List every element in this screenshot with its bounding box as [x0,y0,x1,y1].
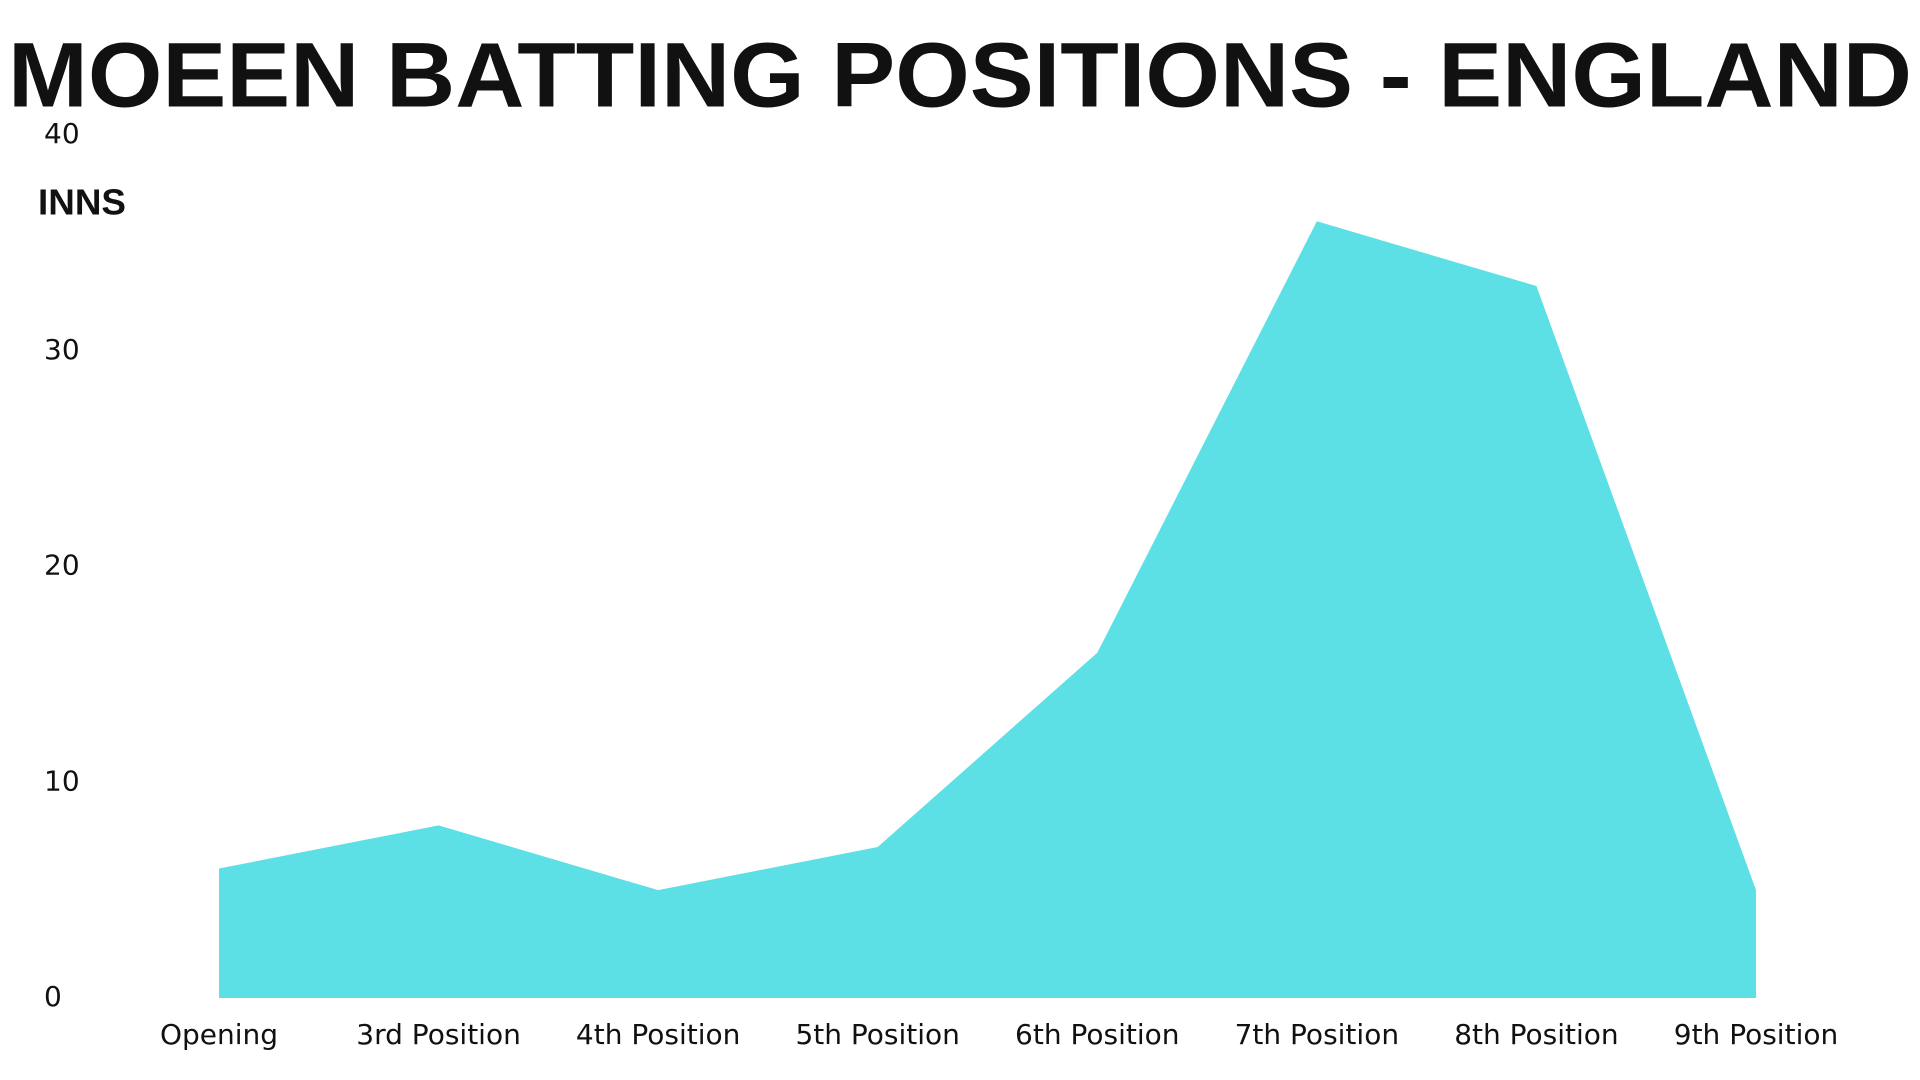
chart-title: MOEEN BATTING POSITIONS - ENGLAND [8,24,1912,126]
x-tick-label: Opening [160,1018,278,1051]
x-tick-label: 8th Position [1454,1018,1618,1051]
y-tick-label: 20 [44,549,80,582]
x-tick-label: 6th Position [1015,1018,1179,1051]
x-tick-label: 3rd Position [356,1018,521,1051]
y-tick-label: 10 [44,764,80,797]
y-tick-label: 40 [44,117,80,150]
x-tick-label: 5th Position [795,1018,959,1051]
y-tick-label: 30 [44,333,80,366]
y-axis-label: INNS [38,182,126,223]
x-tick-label: 7th Position [1235,1018,1399,1051]
x-tick-label: 9th Position [1674,1018,1838,1051]
y-tick-label: 0 [44,980,62,1013]
x-tick-label: 4th Position [576,1018,740,1051]
area [219,221,1756,999]
